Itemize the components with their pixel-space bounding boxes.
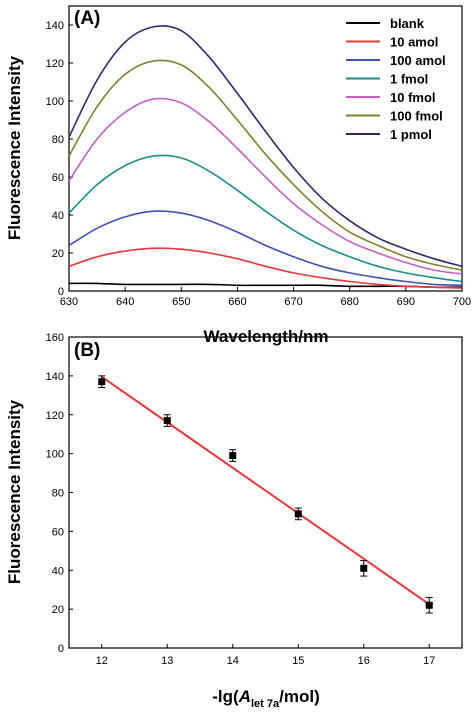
panel-a-x-tick-label: 650 bbox=[172, 296, 190, 308]
panel-b-x-title-prefix: -lg( bbox=[212, 687, 239, 706]
panel-b-data-point bbox=[360, 564, 368, 572]
panel-a-series-line bbox=[68, 25, 463, 268]
panel-b-x-title-subscript: let 7a bbox=[251, 698, 280, 710]
panel-a-y-tick-label: 120 bbox=[46, 58, 64, 70]
panel-a-legend-label: 100 amol bbox=[390, 53, 446, 68]
panel-b-axes: 12 13 14 15 16 17 0 20 40 60 80 100 120 140 160 bbox=[46, 332, 436, 667]
panel-a-y-tick-label: 40 bbox=[52, 210, 64, 222]
panel-b-y-tick-label: 160 bbox=[46, 332, 64, 344]
panel-a-legend: blank 10 amol 100 amol 1 fmol 10 fmol 100 fmo… bbox=[346, 16, 446, 142]
panel-b-x-tick-label: 14 bbox=[227, 655, 239, 667]
panel-a-y-tick-label: 80 bbox=[52, 134, 64, 146]
panel-b-y-tick-label: 20 bbox=[52, 604, 64, 616]
panel-a-legend-label: 100 fmol bbox=[390, 109, 443, 124]
panel-a-y-tick-label: 100 bbox=[46, 96, 64, 108]
panel-b-y-tick-label: 0 bbox=[58, 643, 64, 655]
panel-b-chart: 12 13 14 15 16 17 0 20 40 60 80 100 120 140 160 (B) Fl… bbox=[5, 332, 463, 710]
panel-b-x-tick-label: 13 bbox=[161, 655, 173, 667]
panel-a-x-tick-label: 700 bbox=[453, 296, 471, 308]
panel-b-data-point bbox=[425, 601, 433, 609]
panel-b-x-axis-title: -lg(Alet 7a/mol) bbox=[212, 687, 319, 710]
panel-b-y-tick-label: 140 bbox=[46, 371, 64, 383]
panel-a-series-line bbox=[68, 210, 463, 287]
panel-b-data-point bbox=[294, 510, 302, 518]
panel-a-plot-frame bbox=[68, 5, 463, 292]
panel-a-legend-label: 1 fmol bbox=[390, 72, 428, 87]
panel-b-x-tick-label: 12 bbox=[96, 655, 108, 667]
panel-b-fit-line bbox=[101, 376, 430, 606]
panel-a-series-line bbox=[68, 59, 463, 271]
panel-a-x-tick-label: 660 bbox=[228, 296, 246, 308]
panel-a-y-tick-label: 20 bbox=[52, 248, 64, 260]
panel-b-data-point bbox=[98, 378, 106, 386]
panel-a-series bbox=[68, 25, 463, 289]
panel-b-y-tick-label: 40 bbox=[52, 565, 64, 577]
panel-a-label: (A) bbox=[74, 8, 100, 29]
panel-a-series-line bbox=[68, 154, 463, 283]
panel-b-y-tick-label: 60 bbox=[52, 526, 64, 538]
panel-a-x-tick-label: 680 bbox=[341, 296, 359, 308]
panel-a-x-tick-label: 640 bbox=[116, 296, 134, 308]
panel-a-x-tick-label: 690 bbox=[397, 296, 415, 308]
panel-a-legend-label: blank bbox=[390, 16, 425, 31]
panel-a-x-tick-label: 630 bbox=[60, 296, 78, 308]
panel-b-data-point bbox=[229, 452, 237, 460]
panel-a-axes: 630 640 650 660 670 680 690 700 0 20 40 60 80 100 120 1… bbox=[46, 20, 472, 308]
panel-a-x-tick-label: 670 bbox=[284, 296, 302, 308]
panel-a-series-line bbox=[68, 97, 463, 275]
panel-a-y-axis-title: Fluorescence Intensity bbox=[5, 55, 24, 240]
panel-b-x-tick-label: 17 bbox=[423, 655, 435, 667]
panel-b-data-points bbox=[98, 375, 433, 614]
panel-b-y-tick-label: 120 bbox=[46, 410, 64, 422]
panel-a-legend-label: 1 pmol bbox=[390, 127, 432, 142]
panel-b-y-axis-title: Fluorescence Intensity bbox=[5, 399, 24, 584]
panel-b-x-tick-label: 16 bbox=[358, 655, 370, 667]
panel-b-x-title-suffix: /mol) bbox=[279, 687, 320, 706]
panel-a-legend-label: 10 amol bbox=[390, 35, 438, 50]
panel-a-legend-label: 10 fmol bbox=[390, 90, 436, 105]
panel-b-linear-fit bbox=[101, 376, 430, 606]
panel-a-y-tick-label: 0 bbox=[58, 286, 64, 298]
panel-a-y-tick-label: 140 bbox=[46, 20, 64, 32]
panel-b-data-point bbox=[163, 417, 171, 425]
panel-b-x-tick-label: 15 bbox=[292, 655, 304, 667]
panel-a-y-tick-label: 60 bbox=[52, 172, 64, 184]
panel-b-x-title-italic: A bbox=[238, 687, 251, 706]
panel-b-y-tick-label: 80 bbox=[52, 488, 64, 500]
panel-b-y-tick-label: 100 bbox=[46, 449, 64, 461]
panel-a-chart: 630 640 650 660 670 680 690 700 0 20 40 60 80 100 120 1… bbox=[5, 5, 472, 346]
panel-a-series-line bbox=[68, 247, 463, 289]
panel-b-label: (B) bbox=[74, 340, 100, 361]
panel-b-plot-frame bbox=[68, 336, 463, 649]
